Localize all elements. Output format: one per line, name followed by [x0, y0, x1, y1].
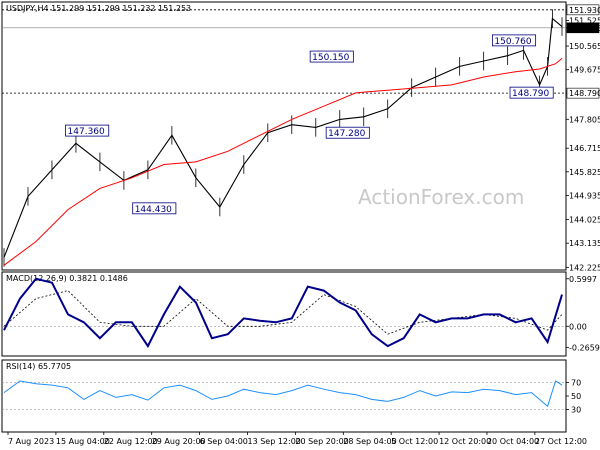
annotation-label: 147.360 [68, 127, 105, 137]
price-y-tick-label: 146.715 [569, 144, 600, 153]
price-y-tick-label: 144.935 [569, 191, 600, 200]
x-tick-label: 13 Sep 12:00 [247, 437, 300, 446]
macd-panel-title: MACD(12,26,9) 0.3821 0.1486 [6, 274, 128, 283]
rsi-panel [1, 359, 567, 433]
axis-layer: 142.225 143.135 144.025 144.935 145.825 146.7… [7, 4, 600, 446]
annotation-box [509, 86, 554, 99]
price-y-tick-label: 142.225 [569, 263, 600, 272]
x-tick-label: 27 Oct 12:00 [535, 437, 587, 446]
x-tick-label: 20 Sep 20:00 [295, 437, 348, 446]
price-y-tick-box [566, 22, 600, 34]
macd-y-tick-label: 0.00 [569, 322, 587, 331]
x-tick-label: 22 Aug 12:00 [104, 437, 158, 446]
annotation-label: 150.150 [312, 53, 349, 63]
macd-signal-line [3, 290, 563, 335]
price-y-tick-label: 148.790 [569, 89, 600, 98]
annotation-box [65, 124, 110, 137]
x-tick-label: 6 Sep 04:00 [200, 437, 248, 446]
macd-y-tick-label: 0.5997 [569, 275, 597, 284]
price-y-tick-label: 144.025 [569, 216, 600, 225]
annotation-label: 150.760 [494, 37, 531, 47]
rsi-y-tick-label: 30 [571, 406, 581, 415]
rsi-line [3, 380, 563, 408]
annotation-label: 144.430 [135, 205, 172, 215]
price-y-tick-label: 147.805 [569, 115, 600, 124]
macd-line [3, 277, 563, 349]
price-y-tick-label: 151.253 [569, 24, 600, 33]
price-y-tick-box [566, 4, 600, 16]
macd-layer [2, 277, 566, 349]
macd-panel [1, 271, 567, 357]
price-layer: 147.360 144.430 150.150 147.280 150.760 148.7… [2, 9, 566, 267]
price-panel-title: USDJPY,H4 151.299 151.299 151.232 151.25… [6, 4, 191, 13]
annotation-box [309, 50, 354, 63]
macd-y-tick-label: -0.2659 [569, 343, 600, 352]
price-y-tick-box [566, 87, 600, 99]
x-tick-label: 28 Sep 04:00 [343, 437, 396, 446]
x-tick-label: 12 Oct 20:00 [439, 437, 491, 446]
price-y-tick-label: 145.825 [569, 168, 600, 177]
rsi-y-tick-label: 50 [571, 392, 581, 401]
x-tick-label: 7 Aug 2023 [8, 437, 54, 446]
x-tick-label: 15 Aug 04:00 [56, 437, 110, 446]
price-y-tick-label: 143.135 [569, 239, 600, 248]
annotation-box [132, 202, 177, 215]
rsi-panel-title: RSI(14) 65.7705 [6, 362, 71, 371]
moving-average-line [3, 58, 563, 266]
price-y-tick-label: 151.525 [569, 17, 600, 26]
x-tick-label: 5 Oct 12:00 [391, 437, 438, 446]
annotation-label: 148.790 [512, 89, 549, 99]
annotation-label: 147.280 [328, 129, 365, 139]
x-tick-label: 29 Aug 20:00 [152, 437, 206, 446]
price-y-tick-label: 150.565 [569, 42, 600, 51]
x-tick-label: 20 Oct 04:00 [487, 437, 539, 446]
price-y-tick-label: 151.930 [569, 6, 600, 15]
rsi-y-tick-label: 70 [571, 378, 581, 387]
annotation-box [492, 34, 537, 47]
annotation-box [325, 126, 370, 139]
rsi-layer [2, 380, 566, 410]
watermark: ActionForex.com [358, 185, 524, 209]
price-y-tick-label: 149.675 [569, 66, 600, 75]
